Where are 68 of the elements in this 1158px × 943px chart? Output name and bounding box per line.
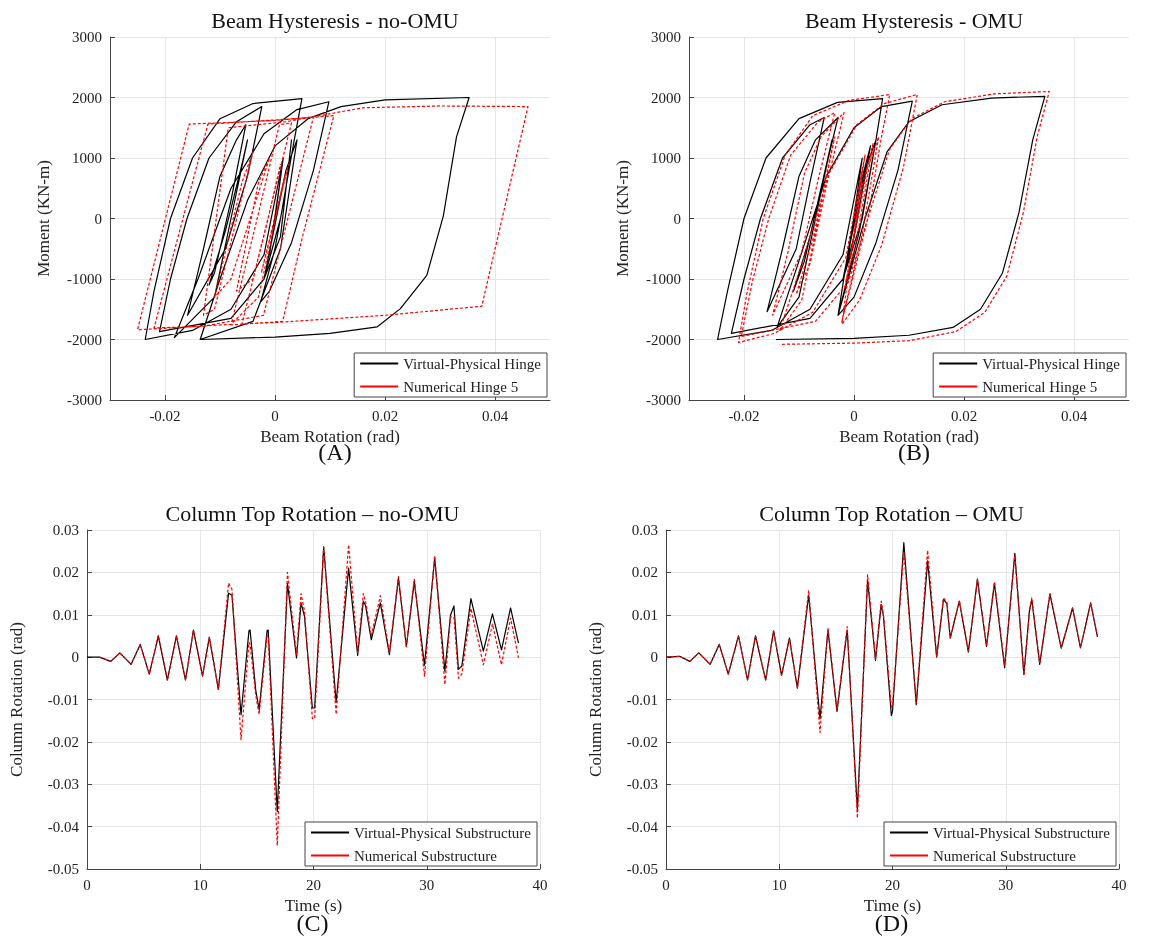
- chart-title: Beam Hysteresis - OMU: [804, 7, 1024, 33]
- x-tick-label: 10: [192, 876, 208, 893]
- x-tick-label: 0: [271, 407, 279, 424]
- y-tick-label: 0: [673, 210, 681, 227]
- y-tick-label: 0.01: [631, 606, 658, 623]
- y-tick-label: 3000: [72, 29, 102, 45]
- x-tick-label: -0.02: [149, 407, 181, 424]
- y-tick-label: 0.03: [631, 522, 658, 538]
- y-tick-label: 0: [71, 649, 79, 666]
- y-tick-label: -0.02: [47, 733, 79, 750]
- y-axis-title: Column Rotation (rad): [586, 622, 605, 777]
- y-tick-label: -0.04: [47, 818, 80, 835]
- legend-label: Virtual-Physical Hinge: [982, 355, 1121, 372]
- x-tick-label: 0: [850, 407, 858, 424]
- y-tick-label: -0.01: [47, 691, 79, 708]
- x-tick-label: 20: [885, 876, 900, 893]
- y-tick-label: 0.02: [52, 564, 79, 581]
- y-tick-label: 0: [650, 649, 658, 666]
- x-tick-label: 0.02: [371, 407, 399, 424]
- y-tick-label: -1000: [646, 271, 681, 287]
- y-tick-label: -0.03: [626, 776, 658, 793]
- legend-label: Virtual-Physical Substructure: [354, 824, 532, 841]
- legend-label: Numerical Substructure: [933, 847, 1077, 864]
- y-tick-label: -0.02: [626, 733, 658, 750]
- y-tick-label: -2000: [646, 331, 681, 348]
- y-tick-label: 0.01: [52, 606, 79, 623]
- x-tick-label: 0.04: [1060, 407, 1088, 424]
- y-tick-label: -0.03: [47, 776, 79, 793]
- legend-label: Numerical Hinge 5: [982, 378, 1098, 395]
- y-axis-title: Moment (KN-m): [613, 160, 632, 277]
- legend-label: Virtual-Physical Hinge: [403, 355, 542, 372]
- y-tick-label: -0.05: [47, 861, 79, 877]
- chart-title: Column Top Rotation – OMU: [759, 500, 1024, 526]
- y-tick-label: -0.01: [626, 691, 658, 708]
- chart-title: Beam Hysteresis - no-OMU: [211, 7, 459, 33]
- x-tick-label: 0.04: [481, 407, 509, 424]
- y-tick-label: -3000: [646, 392, 681, 408]
- y-tick-label: 0: [94, 210, 102, 227]
- y-tick-label: 2000: [651, 89, 681, 106]
- x-tick-label: 30: [419, 876, 435, 893]
- y-tick-label: 0.02: [631, 564, 658, 581]
- y-tick-label: -2000: [67, 331, 102, 348]
- x-tick-label: 40: [1111, 876, 1127, 893]
- x-tick-label: 20: [306, 876, 321, 893]
- chart-title: Column Top Rotation – no-OMU: [165, 500, 460, 526]
- line-series: [136, 105, 529, 331]
- legend-label: Virtual-Physical Substructure: [933, 824, 1111, 841]
- x-tick-label: -0.02: [728, 407, 760, 424]
- y-tick-label: -1000: [67, 271, 102, 287]
- y-axis-title: Column Rotation (rad): [7, 622, 26, 777]
- y-tick-label: 2000: [72, 89, 102, 106]
- y-tick-label: 1000: [651, 150, 681, 166]
- y-tick-label: -0.04: [626, 818, 659, 835]
- x-tick-label: 30: [998, 876, 1014, 893]
- y-axis-title: Moment (KN-m): [34, 160, 53, 277]
- x-tick-label: 40: [532, 876, 548, 893]
- x-axis-title: Time (s): [863, 895, 922, 915]
- x-tick-label: 10: [771, 876, 787, 893]
- y-tick-label: 1000: [72, 150, 102, 166]
- y-tick-label: 3000: [651, 29, 681, 45]
- legend-label: Numerical Hinge 5: [403, 378, 519, 395]
- y-tick-label: 0.03: [52, 522, 79, 538]
- y-tick-label: -0.05: [626, 861, 658, 877]
- line-series: [144, 96, 470, 341]
- x-tick-label: 0.02: [950, 407, 978, 424]
- y-tick-label: -3000: [67, 392, 102, 408]
- x-axis-title: Time (s): [284, 895, 343, 915]
- legend-label: Numerical Substructure: [354, 847, 498, 864]
